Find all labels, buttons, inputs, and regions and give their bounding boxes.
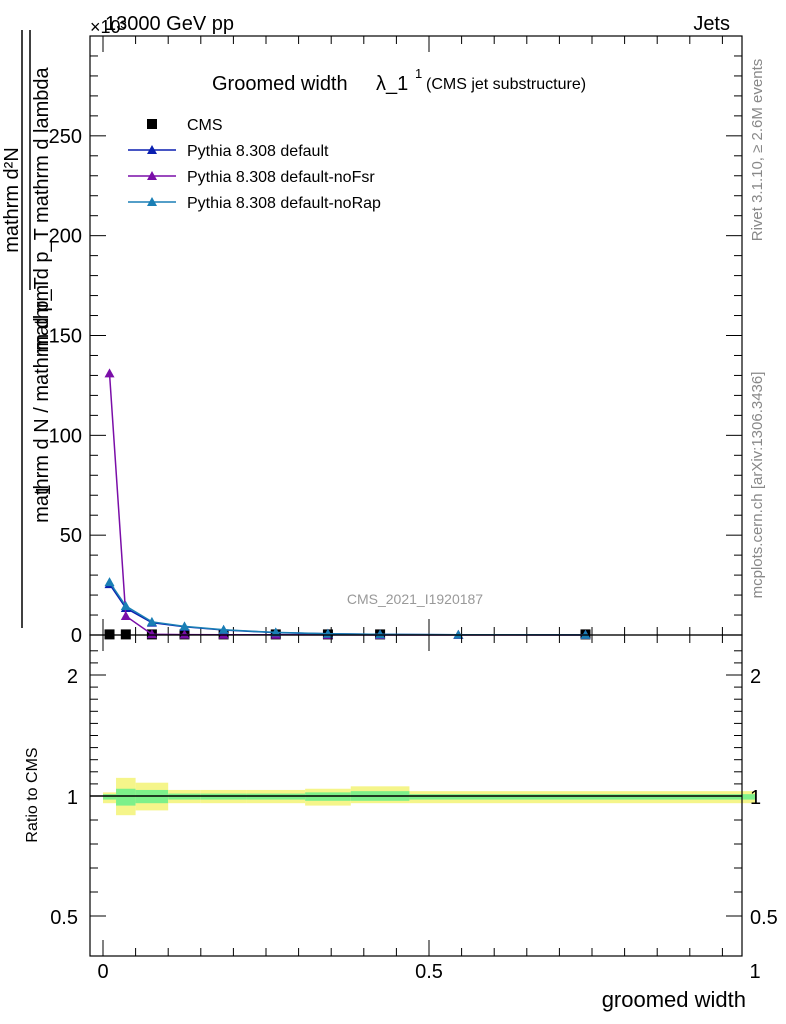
y-axis-label: 1 mathrm d N / mathrm d p_T mathrm d²N m… [1, 30, 55, 628]
legend-label: Pythia 8.308 default-noRap [187, 195, 381, 212]
y-exponent: ×10³ [90, 17, 127, 37]
main-y-tick-label: 200 [49, 226, 82, 248]
data-point [218, 624, 229, 634]
header-energy: 13000 GeV pp [105, 13, 234, 35]
ratio-y-tick-label-left: 0.5 [50, 907, 78, 929]
data-point [146, 616, 157, 626]
x-tick-label: 0.5 [415, 961, 443, 983]
ratio-y-tick-label-right: 2 [750, 666, 761, 688]
ratio-y-tick-label-left: 2 [67, 666, 78, 688]
x-axis-title: groomed width [602, 987, 746, 1012]
ratio-y-tick-label-left: 1 [67, 787, 78, 809]
ratio-band-inner [103, 794, 117, 800]
main-y-tick-label: 100 [49, 425, 82, 447]
ratio-band-inner [116, 788, 136, 806]
mcplots-label: mcplots.cern.ch [arXiv:1306.3436] [749, 372, 766, 599]
data-point [120, 611, 131, 621]
main-y-tick-label: 250 [49, 126, 82, 148]
data-point [453, 629, 464, 639]
main-y-tick-label: 0 [71, 625, 82, 647]
legend-marker [147, 197, 157, 206]
legend-marker [147, 119, 157, 129]
title-lambda: λ_1 [376, 73, 408, 95]
title-main: Groomed width [212, 73, 348, 95]
main-axis-ticks [90, 36, 742, 636]
header-process: Jets [693, 13, 730, 35]
legend-item: Pythia 8.308 default [128, 143, 329, 160]
ratio-y-label: Ratio to CMS [24, 747, 41, 842]
title-subtitle: (CMS jet substructure) [426, 76, 586, 93]
legend-item: Pythia 8.308 default-noRap [128, 195, 381, 212]
ratio-plot-panel: 0.5 0.5 1 1 2 2 [50, 634, 778, 957]
rivet-version-label: Rivet 3.1.10, ≥ 2.6M events [749, 59, 766, 242]
data-point [120, 601, 131, 611]
ratio-band-inner [409, 794, 755, 800]
y-label-inner-denominator: mathrm d p_T mathrm d lambda [31, 66, 53, 352]
main-y-tick-label: 150 [49, 326, 82, 348]
x-tick-label: 0 [97, 961, 108, 983]
legend-item: CMS [147, 117, 223, 134]
data-point [104, 368, 115, 378]
legend: CMS Pythia 8.308 default Pythia 8.308 defa… [128, 117, 381, 212]
ratio-y-tick-labels: 0.5 0.5 1 1 2 2 [50, 666, 778, 929]
y-label-outer-numerator: 1 [33, 484, 55, 495]
legend-marker [147, 171, 157, 180]
ratio-frame [89, 634, 743, 957]
legend-marker [147, 145, 157, 154]
chart-title: Groomed width λ_1 1 (CMS jet substructur… [212, 66, 586, 95]
x-tick-labels: 0 0.5 1 [97, 961, 760, 983]
data-point [270, 627, 281, 637]
legend-label: Pythia 8.308 default [187, 143, 329, 160]
ratio-y-tick-label-right: 0.5 [750, 907, 778, 929]
analysis-watermark: CMS_2021_I1920187 [347, 591, 483, 607]
main-y-tick-labels: 0 50 100 150 200 250 [49, 126, 82, 647]
ratio-y-tick-label-right: 1 [750, 787, 761, 809]
data-point [218, 629, 229, 639]
data-point [104, 577, 115, 587]
data-point [179, 621, 190, 631]
data-point [146, 629, 157, 639]
legend-item: Pythia 8.308 default-noFsr [128, 169, 375, 186]
main-y-tick-label: 50 [60, 525, 82, 547]
y-label-outer-denominator: mathrm d N / mathrm d p_T [31, 277, 53, 523]
legend-label: CMS [187, 117, 223, 134]
title-superscript: 1 [415, 66, 422, 81]
data-point [375, 629, 386, 639]
series-3 [104, 577, 591, 639]
y-label-inner-numerator: mathrm d²N [1, 147, 23, 253]
x-tick-label: 1 [749, 961, 760, 983]
series-1 [104, 579, 591, 639]
data-point [179, 629, 190, 639]
legend-label: Pythia 8.308 default-noFsr [187, 169, 375, 186]
